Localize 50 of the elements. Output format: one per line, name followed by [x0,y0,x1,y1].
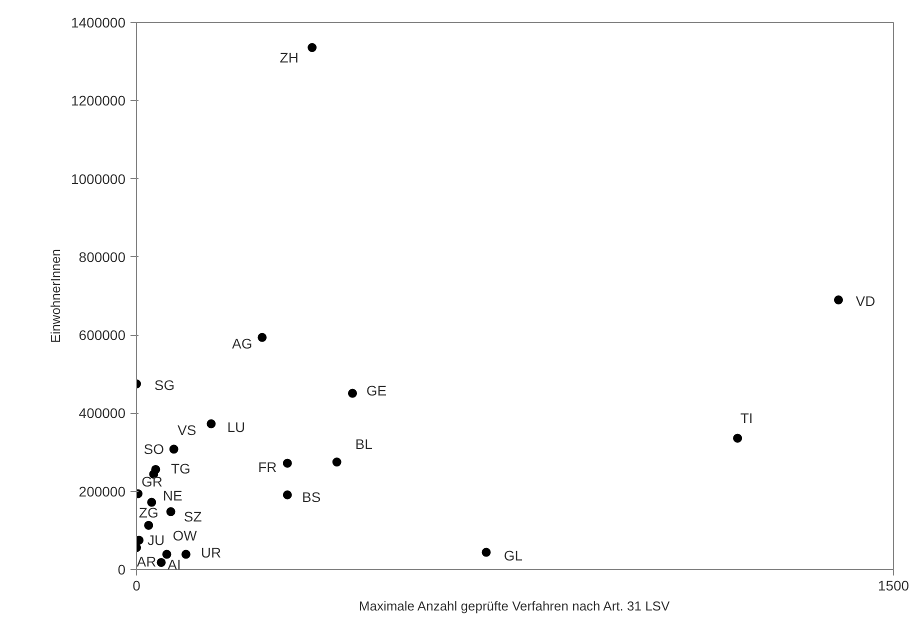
annotation: AG [232,335,252,352]
annotation: GL [504,547,523,564]
annotation: ZH [280,50,298,66]
y-tick-label: 1400000 [70,14,126,30]
point [733,434,742,443]
x-axis-title: Maximale Anzahl geprüfte Verfahren nach Art. 31 LSV [358,598,670,614]
point [156,558,166,567]
annotation: ZG [138,504,158,520]
annotation: UR [200,544,222,560]
point [282,490,292,500]
point [181,550,190,559]
annotation: SZ [184,508,202,525]
annotation: VD [856,292,876,309]
y-tick-label: 0 [118,562,126,578]
y-tick-label: 400000 [78,405,126,422]
annotation: VS [178,422,196,438]
x-tick-label: 1500 [878,578,910,594]
annotation: LU [227,418,246,435]
y-tick-label: 1200000 [70,92,126,109]
point [482,548,491,557]
point [282,458,292,468]
point [206,419,216,428]
point [162,550,172,559]
point [144,520,154,530]
annotation: AI [168,556,181,572]
point [169,444,178,454]
point [332,458,342,467]
annotation: GR [142,474,163,490]
annotation: NE [162,487,182,504]
point [308,43,317,52]
y-tick-label: 800000 [78,248,126,265]
annotation: SO [144,441,164,458]
annotation: FR [258,459,277,476]
annotation: SG [154,376,175,393]
annotation: GE [366,382,387,398]
annotation: TG [170,460,190,476]
point [348,388,357,398]
annotation: TI [740,410,753,426]
point [834,295,843,304]
annotation: OW [172,527,198,544]
point [147,498,156,507]
y-tick-label: 600000 [78,327,126,344]
annotation: BS [302,488,321,505]
annotation: BL [355,436,373,452]
point [258,332,267,342]
y-tick-label: 200000 [78,483,126,500]
point [166,507,176,516]
annotation: JU [147,532,165,548]
y-axis-title: EinwohnerInnen [48,249,63,343]
y-tick-label: 1000000 [70,170,126,187]
